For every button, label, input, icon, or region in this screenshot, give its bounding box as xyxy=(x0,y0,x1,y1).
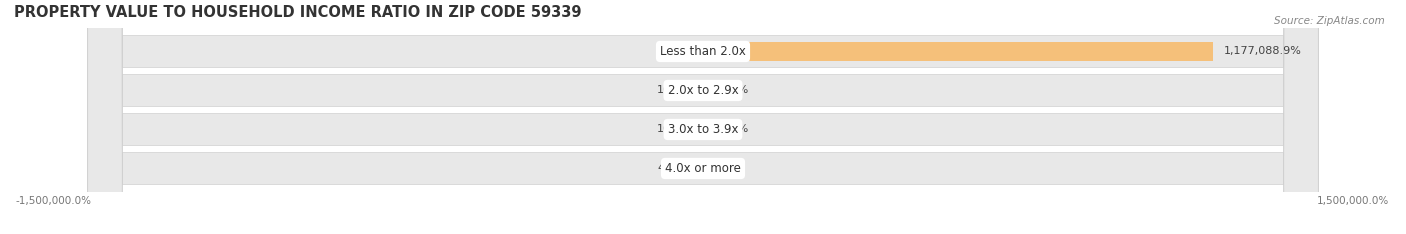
Text: 2.0x to 2.9x: 2.0x to 2.9x xyxy=(668,84,738,97)
Text: 47.9%: 47.9% xyxy=(657,164,693,173)
Text: 31.3%: 31.3% xyxy=(658,47,693,56)
Text: Source: ZipAtlas.com: Source: ZipAtlas.com xyxy=(1274,16,1385,26)
Text: 33.3%: 33.3% xyxy=(713,124,748,135)
Text: 55.6%: 55.6% xyxy=(713,85,748,95)
Text: 1,177,088.9%: 1,177,088.9% xyxy=(1223,47,1302,56)
Text: 0.0%: 0.0% xyxy=(713,164,741,173)
Text: PROPERTY VALUE TO HOUSEHOLD INCOME RATIO IN ZIP CODE 59339: PROPERTY VALUE TO HOUSEHOLD INCOME RATIO… xyxy=(14,5,582,20)
FancyBboxPatch shape xyxy=(87,0,1319,234)
FancyBboxPatch shape xyxy=(87,0,1319,234)
Text: 3.0x to 3.9x: 3.0x to 3.9x xyxy=(668,123,738,136)
Bar xyxy=(703,42,1213,61)
Text: 10.4%: 10.4% xyxy=(657,124,693,135)
Text: 4.0x or more: 4.0x or more xyxy=(665,162,741,175)
Text: Less than 2.0x: Less than 2.0x xyxy=(659,45,747,58)
FancyBboxPatch shape xyxy=(87,0,1319,234)
FancyBboxPatch shape xyxy=(87,0,1319,234)
Text: 10.4%: 10.4% xyxy=(657,85,693,95)
